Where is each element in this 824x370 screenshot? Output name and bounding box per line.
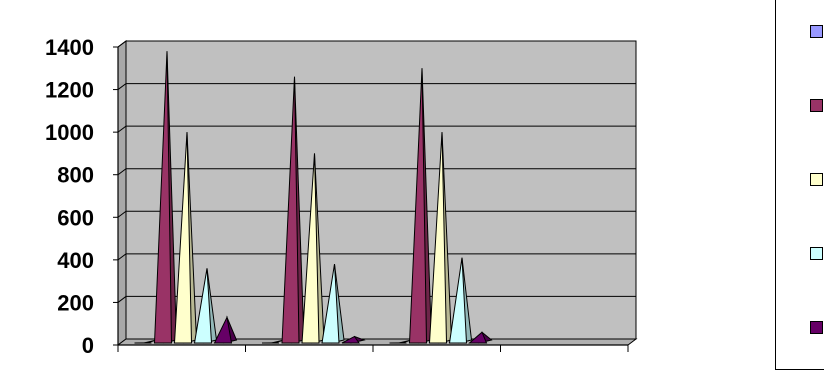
y-tick-label: 0 [82,333,94,358]
legend [775,0,824,370]
y-tick-label: 1200 [45,78,94,103]
y-tick-label: 200 [57,290,94,315]
y-tick-label: 800 [57,163,94,188]
plot-area [118,41,636,345]
y-tick-label: 1000 [45,120,94,145]
y-tick-label: 600 [57,205,94,230]
y-axis-tick-labels: 0 200 400 600 800 1000 1200 1400 [45,35,94,358]
legend-swatch [810,25,823,38]
y-tick-label: 1400 [45,35,94,60]
legend-swatch [810,321,823,334]
legend-swatch [810,99,823,112]
legend-swatch [810,247,823,260]
legend-swatch [810,173,823,186]
y-tick-label: 400 [57,248,94,273]
